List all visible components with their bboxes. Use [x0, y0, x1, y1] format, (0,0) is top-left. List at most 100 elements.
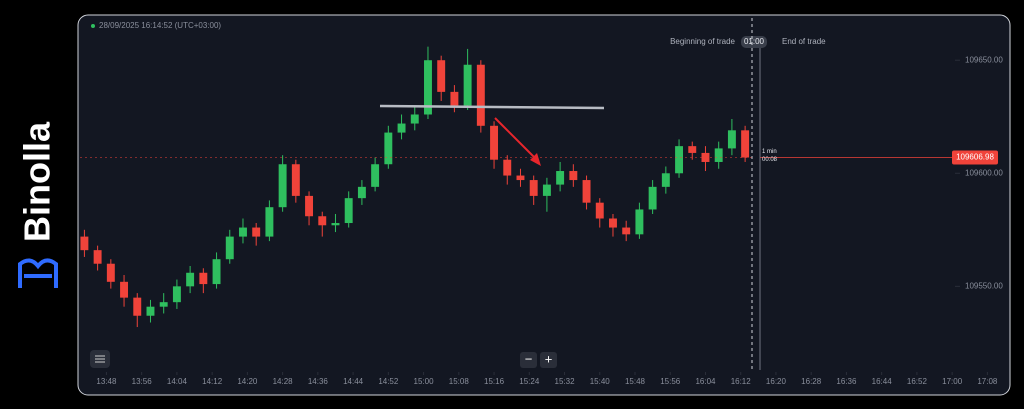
trend-arrow — [494, 117, 538, 161]
candle-body — [424, 60, 432, 115]
candle-body — [529, 180, 538, 196]
zoom-out[interactable]: − — [525, 351, 533, 366]
x-tick-label: 13:48 — [96, 377, 117, 386]
candle-body — [212, 259, 221, 285]
x-tick-label: 14:36 — [308, 377, 329, 386]
candle-body — [569, 171, 578, 181]
x-tick-label: 16:52 — [907, 377, 928, 386]
timeframe: 1 min — [762, 149, 777, 155]
candle-body — [688, 146, 697, 153]
candle-body — [542, 184, 551, 196]
trade-begin-label: Beginning of trade — [670, 37, 735, 46]
candle-body — [635, 209, 644, 235]
candle-body — [265, 207, 274, 237]
x-tick-label: 15:56 — [660, 377, 681, 386]
x-tick-label: 16:20 — [766, 377, 787, 386]
settings-icon — [95, 355, 105, 363]
candle-body — [516, 175, 525, 181]
zoom-in[interactable]: + — [545, 351, 553, 366]
candle-body — [609, 218, 617, 228]
level-line — [379, 104, 605, 110]
x-tick-label: 14:28 — [273, 377, 294, 386]
timer-badge — [741, 36, 767, 48]
candle-body — [172, 286, 181, 303]
candle-body — [582, 180, 591, 203]
brand-logo — [18, 258, 58, 288]
x-tick-label: 15:16 — [484, 377, 505, 386]
candle-body — [120, 281, 129, 298]
x-tick-label: 13:56 — [132, 377, 153, 386]
candle-body — [331, 223, 340, 226]
candle-body — [371, 164, 380, 187]
x-tick-label: 17:08 — [977, 377, 998, 386]
candle-body — [133, 297, 142, 316]
candle-body — [714, 148, 723, 162]
candle-body — [199, 272, 208, 285]
x-tick-label: 16:36 — [836, 377, 857, 386]
x-tick-label: 16:44 — [872, 377, 893, 386]
candle-body — [146, 306, 155, 316]
brand: Binolla — [17, 121, 58, 242]
x-tick-label: 15:48 — [625, 377, 646, 386]
candle-body — [648, 186, 657, 210]
candle-body — [225, 236, 234, 260]
candle-body — [318, 216, 327, 226]
price-tag — [952, 150, 998, 165]
candle-body — [397, 123, 406, 133]
countdown: 00:08 — [762, 157, 778, 163]
candle-body — [278, 164, 287, 208]
x-tick-label: 16:04 — [695, 377, 716, 386]
x-tick-label: 14:12 — [202, 377, 223, 386]
candle-body — [503, 159, 512, 176]
timer: 01:00 — [744, 37, 765, 46]
candle-body — [239, 227, 247, 237]
x-tick-label: 15:08 — [449, 377, 470, 386]
candle-body — [463, 64, 472, 106]
candle-body — [80, 236, 89, 251]
candle-body — [490, 125, 499, 160]
candle-body — [661, 173, 670, 187]
candle-body — [675, 146, 684, 174]
candle-body — [305, 195, 314, 217]
y-tick-label: 109600.00 — [965, 168, 1003, 177]
candle-body — [106, 263, 115, 282]
live-dot — [91, 24, 95, 28]
candle-body — [437, 60, 446, 92]
price-tag-label: 109606.98 — [956, 153, 994, 162]
candle-body — [384, 132, 393, 165]
candle-body — [595, 202, 604, 219]
candle-body — [476, 64, 485, 126]
x-tick-label: 14:04 — [167, 377, 188, 386]
x-tick-label: 14:44 — [343, 377, 364, 386]
x-tick-label: 15:24 — [519, 377, 540, 386]
candle-body — [344, 198, 353, 224]
candle-body — [622, 227, 631, 235]
zoom-out-button[interactable] — [520, 352, 537, 368]
zoom-in-button[interactable] — [540, 352, 557, 368]
y-tick-label: 109650.00 — [965, 55, 1003, 64]
candle-body — [556, 171, 565, 185]
trade-end-label: End of trade — [782, 37, 826, 46]
chart-panel — [77, 14, 1011, 396]
x-tick-label: 15:32 — [555, 377, 576, 386]
trend-arrowhead — [530, 153, 541, 166]
x-tick-label: 15:40 — [590, 377, 611, 386]
candle-body — [450, 91, 459, 106]
candle-body — [252, 227, 261, 237]
x-tick-label: 14:20 — [237, 377, 258, 386]
candle-body — [741, 130, 750, 158]
candle-body — [357, 186, 366, 199]
candle-body — [93, 250, 102, 264]
candle-body — [159, 302, 168, 307]
x-tick-label: 17:00 — [942, 377, 963, 386]
x-tick-label: 16:12 — [731, 377, 752, 386]
x-tick-label: 14:52 — [378, 377, 399, 386]
candle-body — [410, 114, 419, 124]
x-tick-label: 16:28 — [801, 377, 822, 386]
candle-body — [186, 272, 195, 287]
candle-body — [727, 130, 736, 149]
timestamp: 28/09/2025 16:14:52 (UTC+03:00) — [99, 21, 221, 30]
plot: 109650.00 109600.00 109550.00 13:48 13:56 14:… — [80, 46, 1003, 386]
